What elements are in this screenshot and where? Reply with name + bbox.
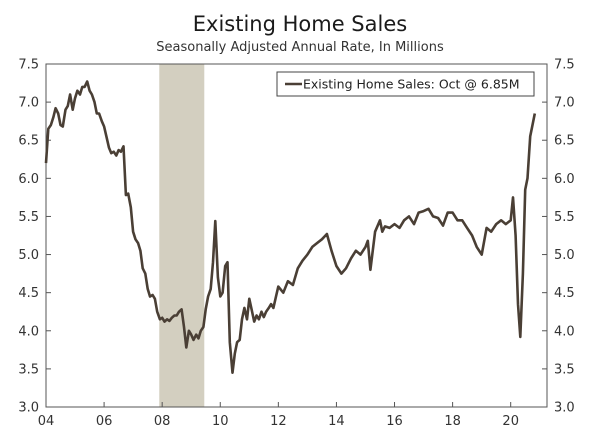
y-tick-label-right: 3.5 xyxy=(554,362,575,377)
x-tick-label: 08 xyxy=(154,414,171,429)
y-tick-label-right: 5.5 xyxy=(554,210,575,225)
y-tick-label-left: 5.5 xyxy=(18,210,39,225)
x-tick-label: 18 xyxy=(444,414,461,429)
y-tick-label-left: 4.5 xyxy=(18,286,39,301)
y-tick-label-left: 3.5 xyxy=(18,362,39,377)
y-tick-label-left: 6.5 xyxy=(18,134,39,149)
y-tick-label-left: 7.0 xyxy=(18,96,39,111)
x-tick-label: 06 xyxy=(96,414,113,429)
plot-frame xyxy=(45,63,548,408)
x-tick-label: 04 xyxy=(38,414,55,429)
y-tick-label-right: 7.5 xyxy=(554,58,575,73)
y-tick-label-left: 3.0 xyxy=(18,401,39,416)
legend-box xyxy=(276,71,535,97)
recession-band xyxy=(159,64,205,407)
series-line-existing-home-sales xyxy=(44,80,537,374)
x-tick-label: 16 xyxy=(386,414,403,429)
x-tick-label: 14 xyxy=(328,414,345,429)
legend: Existing Home Sales: Oct @ 6.85M xyxy=(276,71,535,97)
y-tick-label-right: 5.0 xyxy=(554,248,575,263)
y-tick-label-right: 7.0 xyxy=(554,96,575,111)
y-tick-label-right: 6.0 xyxy=(554,172,575,187)
y-tick-label-right: 4.5 xyxy=(554,286,575,301)
y-tick-label-left: 7.5 xyxy=(18,58,39,73)
chart-title: Existing Home Sales xyxy=(192,12,408,36)
y-tick-label-right: 6.5 xyxy=(554,134,575,149)
y-tick-label-left: 4.0 xyxy=(18,324,39,339)
y-tick-label-right: 4.0 xyxy=(554,324,575,339)
tick-layer: 3.0 3.0 3.5 3.5 4.0 4.0 4.5 4.5 5.0 5.0 5.5 5.5 6.0 6… xyxy=(18,58,574,430)
x-tick-label: 12 xyxy=(270,414,287,429)
x-tick-label: 10 xyxy=(212,414,229,429)
y-tick-label-left: 6.0 xyxy=(18,172,39,187)
x-tick-label: 20 xyxy=(502,414,519,429)
chart-subtitle: Seasonally Adjusted Annual Rate, In Mill… xyxy=(156,40,444,55)
y-tick-label-right: 3.0 xyxy=(554,401,575,416)
y-tick-label-left: 5.0 xyxy=(18,248,39,263)
legend-label: Existing Home Sales: Oct @ 6.85M xyxy=(303,77,520,92)
